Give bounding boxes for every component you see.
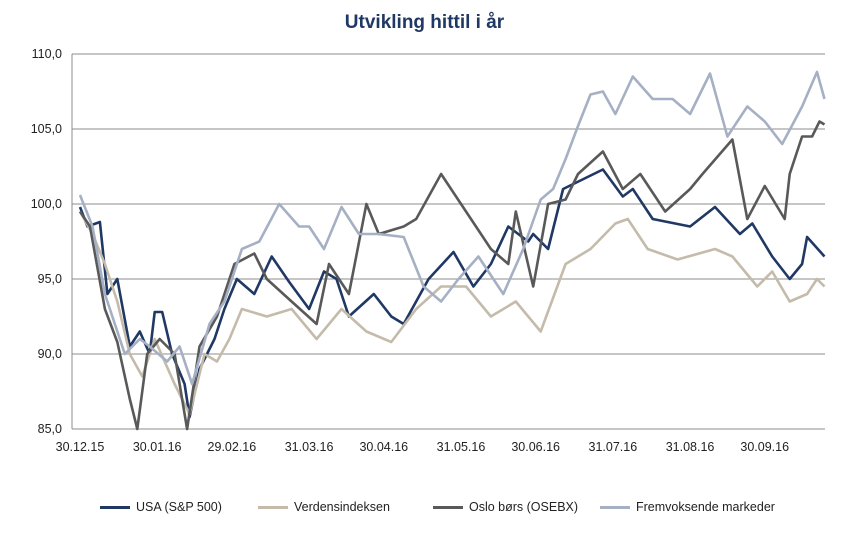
x-tick-label: 31.03.16 [285,440,334,454]
x-tick-label: 31.07.16 [589,440,638,454]
legend-label: USA (S&P 500) [136,500,222,514]
series-line-1 [78,210,826,416]
x-tick-label: 30.12.15 [56,440,105,454]
legend-swatch [100,505,130,509]
legend-swatch [433,505,463,509]
legend-label: Oslo børs (OSEBX) [469,500,579,514]
series-line-0 [78,168,826,419]
x-tick-label: 31.08.16 [666,440,715,454]
legend-label: Verdensindeksen [294,500,390,514]
y-tick-label: 90,0 [38,347,62,361]
y-tick-label: 110,0 [32,47,62,61]
y-tick-label: 100,0 [31,197,62,211]
series-line-2 [78,120,826,431]
legend-swatch [600,505,630,509]
legend-item: Oslo børs (OSEBX) [433,500,578,514]
y-tick-label: 95,0 [38,272,62,286]
x-tick-label: 29.02.16 [208,440,257,454]
y-tick-label: 85,0 [38,422,62,436]
y-tick-label: 105,0 [31,122,62,136]
x-tick-label: 30.01.16 [133,440,182,454]
series-line-3 [78,70,826,386]
x-tick-label: 30.09.16 [740,440,789,454]
chart-title: Utvikling hittil i år [344,12,505,33]
x-tick-label: 30.04.16 [359,440,408,454]
legend-label: Fremvoksende markeder [636,500,775,514]
legend-item: Fremvoksende markeder [600,500,775,514]
x-tick-label: 31.05.16 [437,440,486,454]
x-tick-label: 30.06.16 [511,440,560,454]
legend-item: USA (S&P 500) [100,500,222,514]
legend-item: Verdensindeksen [258,500,390,514]
legend-swatch [258,505,288,509]
